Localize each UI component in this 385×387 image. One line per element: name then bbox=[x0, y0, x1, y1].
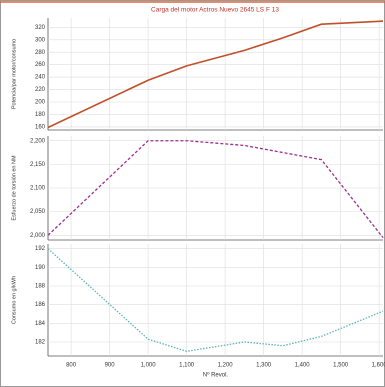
y-tick-label: 2,000 bbox=[30, 233, 46, 239]
y-axis-label: Potencia/par motor/consumo bbox=[11, 39, 17, 109]
y-axis-label: Esfuerzo de torsión en NM bbox=[11, 155, 17, 221]
x-tick-label: 1,300 bbox=[256, 363, 272, 369]
y-tick-label: 184 bbox=[35, 321, 46, 327]
y-tick-label: 190 bbox=[35, 265, 46, 271]
y-tick-label: 320 bbox=[35, 25, 46, 31]
x-tick-label: 1,500 bbox=[333, 363, 349, 369]
x-tick-label: 1,200 bbox=[218, 363, 234, 369]
y-tick-label: 188 bbox=[35, 284, 46, 290]
y-tick-label: 200 bbox=[35, 100, 46, 106]
x-tick-label: 900 bbox=[105, 363, 116, 369]
y-tick-label: 2,200 bbox=[30, 138, 46, 144]
y-tick-label: 220 bbox=[35, 87, 46, 93]
y-tick-label: 2,150 bbox=[30, 162, 46, 168]
x-tick-label: 1,100 bbox=[179, 363, 195, 369]
x-tick-label: 1,400 bbox=[295, 363, 311, 369]
y-axis-label: Consumo en g/kWh bbox=[11, 276, 17, 324]
y-tick-label: 182 bbox=[35, 340, 46, 346]
y-tick-label: 2,050 bbox=[30, 209, 46, 215]
y-tick-label: 2,100 bbox=[30, 186, 46, 192]
y-tick-label: 186 bbox=[35, 302, 46, 308]
x-tick-label: 1,600 bbox=[372, 363, 385, 369]
y-tick-label: 160 bbox=[35, 124, 46, 130]
y-tick-label: 300 bbox=[35, 37, 46, 43]
data-line bbox=[47, 140, 384, 239]
y-tick-label: 260 bbox=[35, 62, 46, 68]
x-tick-label: 1,000 bbox=[141, 363, 157, 369]
y-tick-label: 280 bbox=[35, 50, 46, 56]
y-tick-label: 192 bbox=[35, 246, 46, 252]
x-tick-label: 800 bbox=[66, 363, 77, 369]
data-line bbox=[47, 248, 384, 352]
x-axis-label: Nº Revol. bbox=[203, 372, 229, 379]
y-tick-label: 180 bbox=[35, 112, 46, 118]
chart-title: Carga del motor Actros Nuevo 2645 LS F 1… bbox=[151, 7, 279, 14]
data-line bbox=[47, 20, 384, 129]
y-tick-label: 240 bbox=[35, 75, 46, 81]
